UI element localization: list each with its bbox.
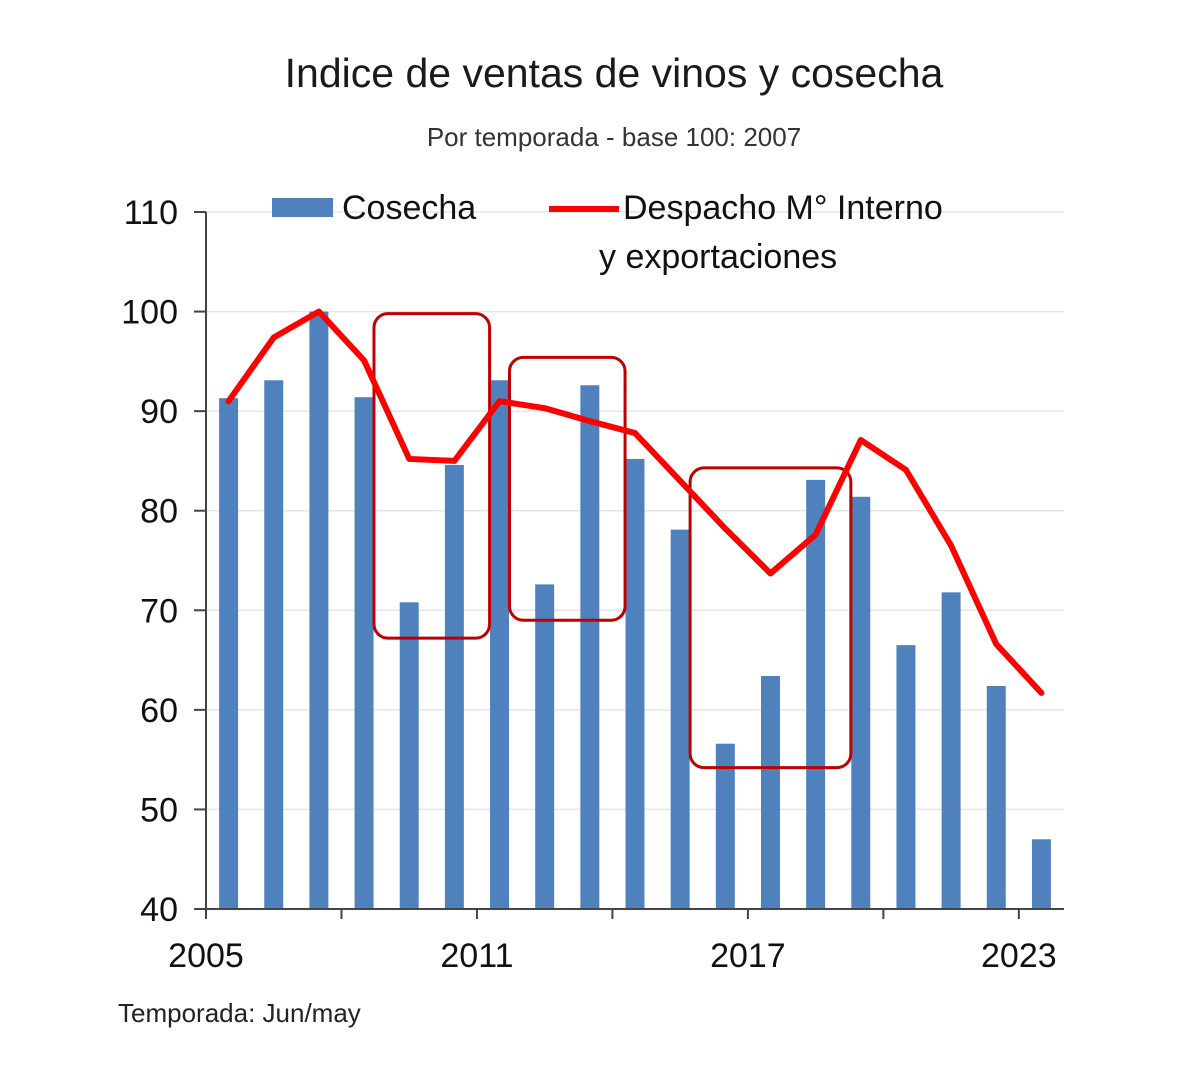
highlight-boxes xyxy=(372,312,853,770)
x-tick-label: 2023 xyxy=(981,937,1057,975)
y-tick-labels: 40 50 60 70 80 90 100 110 xyxy=(121,194,178,929)
y-tick-label: 110 xyxy=(124,194,178,232)
bar xyxy=(490,380,510,909)
line-series xyxy=(225,308,1045,696)
bar xyxy=(399,602,419,909)
bar xyxy=(806,479,826,909)
bar xyxy=(851,496,871,909)
bar xyxy=(580,385,600,909)
y-tick-label: 60 xyxy=(140,692,178,730)
x-tick-label: 2011 xyxy=(440,937,513,975)
y-tick-label: 90 xyxy=(140,393,178,431)
bar xyxy=(670,529,690,909)
y-tick-label: 40 xyxy=(140,891,178,929)
highlight-box xyxy=(507,355,627,622)
bar xyxy=(219,398,239,909)
highlight-box xyxy=(372,312,492,640)
bar xyxy=(625,458,645,909)
bar xyxy=(535,584,555,909)
y-tick-label: 100 xyxy=(121,294,178,332)
chart-subtitle: Por temporada - base 100: 2007 xyxy=(426,122,802,152)
legend: Cosecha Despacho M° Interno y exportacio… xyxy=(272,189,943,276)
legend-label-despacho-line1: Despacho M° Interno xyxy=(623,189,943,227)
highlight-box xyxy=(688,466,853,770)
y-tick-label: 50 xyxy=(140,791,178,829)
bar xyxy=(896,645,916,909)
bar xyxy=(715,743,735,909)
bar xyxy=(986,685,1006,909)
legend-label-cosecha: Cosecha xyxy=(342,189,476,227)
legend-label-despacho-line2: y exportaciones xyxy=(599,238,837,276)
x-tick-label: 2017 xyxy=(710,937,786,975)
line-despacho xyxy=(225,308,1045,696)
bar xyxy=(941,592,961,909)
bar xyxy=(1031,839,1051,909)
bar-series xyxy=(219,311,1051,910)
x-tick-label: 2005 xyxy=(168,937,244,975)
y-tick-label: 70 xyxy=(140,592,178,630)
x-tick-labels: 2005 2011 2017 2023 xyxy=(168,909,1057,975)
bar xyxy=(760,676,780,909)
bar xyxy=(309,311,329,910)
footnote: Temporada: Jun/may xyxy=(118,998,361,1028)
chart-title: Indice de ventas de vinos y cosecha xyxy=(284,50,944,96)
y-tick-label: 80 xyxy=(140,493,178,531)
bar xyxy=(264,380,284,909)
legend-swatch-cosecha xyxy=(272,198,333,217)
bar xyxy=(444,464,464,909)
axes xyxy=(205,212,1064,910)
bar xyxy=(354,397,374,909)
